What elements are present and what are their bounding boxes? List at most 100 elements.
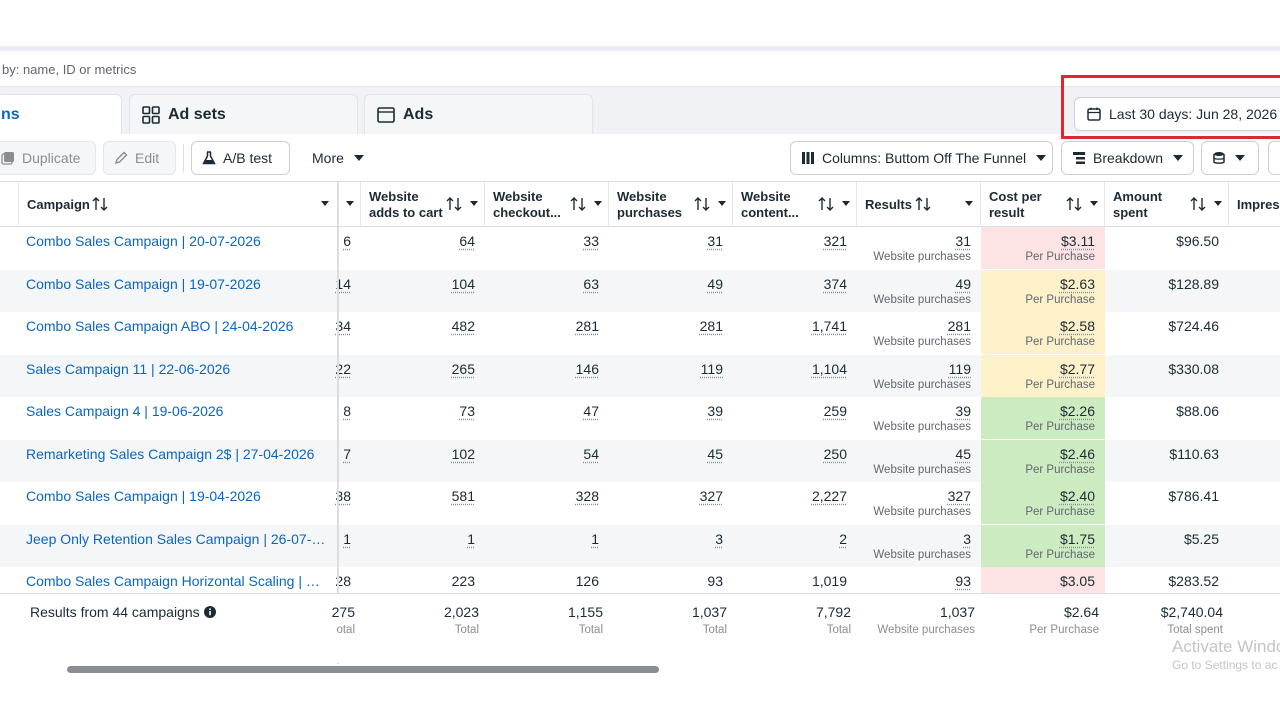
cell-subtext: Per Purchase — [1025, 251, 1095, 263]
table-row[interactable]: Combo Sales Campaign | 19-04-2026 38 581 32… — [0, 482, 1280, 525]
cell-value: 327 — [947, 488, 971, 504]
sort-icon[interactable] — [1066, 197, 1082, 211]
cell-value: 39 — [955, 403, 971, 419]
sort-icon[interactable] — [915, 197, 931, 211]
campaign-name-link[interactable]: Combo Sales Campaign Horizontal Scaling … — [26, 573, 326, 589]
cell-results: 93 — [857, 567, 981, 609]
more-options-button[interactable] — [1268, 141, 1280, 175]
more-button[interactable]: More — [302, 141, 376, 175]
column-menu-icon[interactable] — [1090, 201, 1098, 206]
edit-button[interactable]: Edit — [103, 141, 176, 175]
tab-campaigns[interactable]: ns — [0, 94, 122, 134]
columns-button[interactable]: Columns: Buttom Off The Funnel — [790, 141, 1053, 175]
table-row[interactable]: Sales Campaign 4 | 19-06-2026 8 73 47 39 259 3… — [0, 397, 1280, 440]
table-row[interactable]: Jeep Only Retention Sales Campaign | 26-… — [0, 524, 1280, 567]
campaign-name-link[interactable]: Combo Sales Campaign ABO | 24-04-2026 — [26, 318, 294, 334]
cell-purchases: 49 — [609, 270, 733, 312]
column-menu-icon[interactable] — [470, 201, 478, 206]
chevron-down-icon — [1036, 155, 1047, 161]
header-content[interactable]: Website content... — [733, 182, 857, 227]
tab-ads[interactable]: Ads — [364, 94, 593, 134]
table-row[interactable]: Remarketing Sales Campaign 2$ | 27-04-20… — [0, 439, 1280, 482]
cell-value: 1 — [591, 530, 599, 547]
header-partial[interactable] — [338, 182, 361, 227]
header-checkout[interactable]: Website checkout... — [485, 182, 609, 227]
reports-button[interactable] — [1201, 141, 1259, 175]
date-range-picker[interactable]: Last 30 days: Jun 28, 2026 - — [1074, 97, 1280, 131]
campaign-name-link[interactable]: Combo Sales Campaign | 19-04-2026 — [26, 488, 261, 504]
cell-checkout: 281 — [485, 312, 609, 354]
cell-value: $2.77 — [1059, 360, 1095, 377]
sort-icon[interactable] — [570, 197, 586, 211]
cell-value: $283.52 — [1168, 573, 1219, 589]
cell-value: 281 — [699, 318, 723, 334]
footer-cost-per-result: $2.64 Per Purchase — [1029, 604, 1099, 636]
header-impressions[interactable]: Impres — [1229, 182, 1280, 227]
ab-test-button[interactable]: A/B test — [191, 141, 290, 175]
campaign-name-link[interactable]: Combo Sales Campaign | 19-07-2026 — [26, 275, 261, 292]
campaign-name-link[interactable]: Sales Campaign 4 | 19-06-2026 — [26, 403, 224, 419]
sort-icon[interactable] — [446, 197, 462, 211]
cell-subtext: Per Purchase — [1025, 378, 1095, 391]
sort-icon[interactable] — [92, 197, 108, 211]
column-menu-icon[interactable] — [718, 201, 726, 206]
activation-watermark: Activate Windo — [1172, 637, 1280, 656]
column-menu-icon[interactable] — [346, 201, 354, 206]
cell-checkout: 146 — [485, 355, 609, 397]
duplicate-button[interactable]: Duplicate — [0, 141, 96, 175]
flask-icon — [202, 151, 216, 165]
toolbar: Duplicate Edit A/B test More Columns: B — [0, 134, 1280, 181]
select-all-column[interactable] — [0, 182, 19, 227]
cell-spent: $96.50 — [1105, 227, 1229, 269]
campaign-name-link[interactable]: Jeep Only Retention Sales Campaign | 26-… — [26, 530, 326, 547]
cell-subtext: Website purchases — [873, 251, 971, 263]
campaign-name-link[interactable]: Combo Sales Campaign | 20-07-2026 — [26, 233, 261, 249]
cell-cpr: $3.11 Per Purchase — [981, 227, 1105, 269]
search-bar[interactable]: by: name, ID or metrics — [0, 51, 1280, 87]
cell-c0: 1 — [338, 525, 361, 567]
column-menu-icon[interactable] — [965, 201, 973, 206]
campaign-name-link[interactable]: Sales Campaign 11 | 22-06-2026 — [26, 360, 231, 377]
header-cost-per-result[interactable]: Cost per result — [981, 182, 1105, 227]
cell-value: 281 — [575, 318, 599, 334]
cell-value: 2 — [839, 530, 847, 547]
tab-ads-label: Ads — [403, 105, 434, 123]
sort-icon[interactable] — [1190, 197, 1206, 211]
column-menu-icon[interactable] — [594, 201, 602, 206]
table-row[interactable]: Sales Campaign 11 | 22-06-2026 22 265 146 11… — [0, 354, 1280, 397]
breakdown-button[interactable]: Breakdown — [1061, 141, 1194, 175]
cell-value: $2.58 — [1059, 318, 1095, 334]
header-results[interactable]: Results — [857, 182, 981, 227]
header-adds-to-cart[interactable]: Website adds to cart — [361, 182, 485, 227]
cell-checkout: 126 — [485, 567, 609, 609]
cell-value: 581 — [451, 488, 475, 504]
cell-results: 39 Website purchases — [857, 397, 981, 439]
cell-content: 1,019 — [733, 567, 857, 609]
cell-value: 45 — [707, 445, 723, 462]
table-row[interactable]: Combo Sales Campaign | 19-07-2026 14 104 63… — [0, 269, 1280, 312]
header-purchases[interactable]: Website purchases — [609, 182, 733, 227]
grid-icon — [142, 105, 160, 124]
cell-value: 281 — [947, 318, 971, 334]
column-menu-icon[interactable] — [842, 201, 850, 206]
tab-ad-sets[interactable]: Ad sets — [129, 94, 358, 134]
columns-icon — [801, 151, 815, 165]
cell-value: 1 — [343, 530, 351, 547]
ad-icon — [377, 106, 395, 124]
header-cost-per-result-label: Cost per result — [989, 189, 1042, 220]
campaign-name-link[interactable]: Remarketing Sales Campaign 2$ | 27-04-20… — [26, 445, 315, 462]
sort-icon[interactable] — [818, 197, 834, 211]
cell-value: 482 — [451, 318, 475, 334]
table-row[interactable]: Combo Sales Campaign ABO | 24-04-2026 34 4… — [0, 312, 1280, 355]
header-campaign[interactable]: Campaign — [19, 182, 338, 227]
column-menu-icon[interactable] — [321, 201, 329, 206]
cell-value: $3.05 — [1059, 573, 1095, 589]
table-row[interactable]: Combo Sales Campaign | 20-07-2026 6 64 33 31… — [0, 227, 1280, 270]
table-footer: Results from 44 campaigns 275 otal 2,023… — [0, 593, 1280, 663]
scrollbar-thumb[interactable] — [67, 666, 659, 673]
header-amount-spent[interactable]: Amount spent — [1105, 182, 1229, 227]
info-icon[interactable] — [203, 606, 216, 618]
chevron-down-icon — [1173, 155, 1184, 161]
column-menu-icon[interactable] — [1214, 201, 1222, 206]
sort-icon[interactable] — [694, 197, 710, 211]
